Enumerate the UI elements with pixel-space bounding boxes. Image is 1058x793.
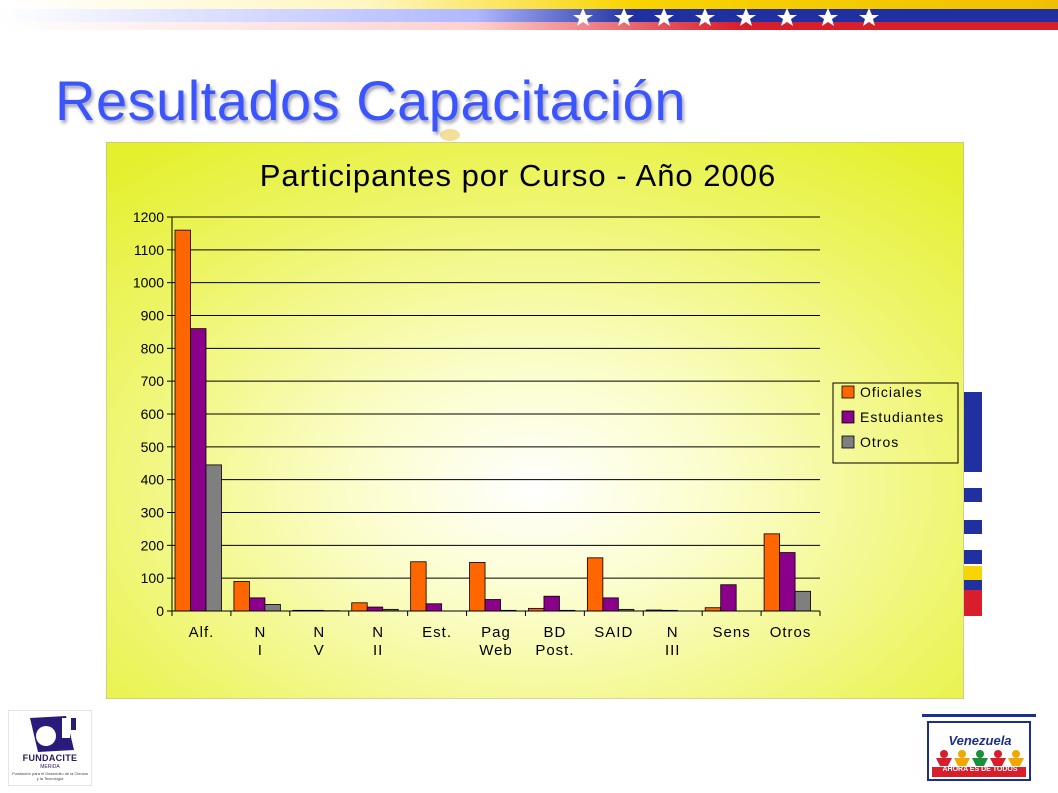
legend: Oficiales Estudiantes Otros <box>832 382 959 464</box>
x-tick-label: N III <box>665 624 681 659</box>
title-sun-deco <box>440 129 460 141</box>
side-deco-blue-2 <box>962 580 982 590</box>
x-tick-label: SAID <box>594 624 633 641</box>
x-axis-ticks: Alf. N I N V N II Est. Pag Web BD Post. SAID N III Sens… <box>171 611 821 659</box>
y-tick-label: 700 <box>141 373 165 389</box>
bar-estudiantes-7 <box>543 595 560 612</box>
flag-band-blue <box>0 9 1058 22</box>
flag-band-yellow <box>0 0 1058 9</box>
y-tick-label: 1000 <box>133 275 164 291</box>
legend-label-estudiantes: Estudiantes <box>860 409 944 425</box>
flag-band-red <box>0 22 1058 30</box>
gridlines <box>172 216 820 579</box>
x-tick-label: Pag Web <box>479 624 513 659</box>
x-tick-label: Est. <box>422 624 452 641</box>
bar-oficiales-6 <box>469 562 486 612</box>
bar-estudiantes-2 <box>249 597 266 612</box>
side-deco-blue <box>962 392 982 472</box>
bar-estudiantes-4 <box>366 606 384 612</box>
bar-otros-1 <box>205 464 222 612</box>
y-tick-label: 500 <box>141 439 165 455</box>
y-axis-ticks: 0 100 200 300 400 500 600 700 800 900 1000 1100 1200 <box>133 209 172 619</box>
x-tick-label: Alf. <box>189 624 215 641</box>
venezuela-sub: AHORA ES DE TODOS <box>942 766 1018 773</box>
bar-oficiales-11 <box>763 533 780 612</box>
bar-oficiales-2 <box>233 581 250 612</box>
bar-oficiales-4 <box>351 602 368 612</box>
y-tick-label: 1200 <box>133 209 164 225</box>
bar-estudiantes-8 <box>602 597 619 612</box>
legend-swatch-estudiantes <box>841 410 855 424</box>
fundacite-sub: MERIDA <box>40 764 60 770</box>
side-deco-red <box>962 590 982 616</box>
bar-otros-11 <box>794 590 811 612</box>
y-tick-label: 1100 <box>134 242 164 258</box>
bar-oficiales-5 <box>410 561 427 612</box>
legend-box <box>832 382 959 464</box>
y-tick-label: 900 <box>141 308 165 324</box>
side-deco-yellow <box>962 566 982 580</box>
side-deco-stripe-3 <box>962 550 982 564</box>
x-tick-label: BD Post. <box>535 624 574 659</box>
flag-stars <box>573 8 879 26</box>
x-tick-label: N II <box>372 624 384 659</box>
bar-oficiales-1 <box>174 229 191 612</box>
bar-estudiantes-5 <box>425 603 443 612</box>
bar-estudiantes-1 <box>190 328 207 612</box>
bar-estudiantes-11 <box>779 552 796 612</box>
y-tick-label: 600 <box>141 406 165 422</box>
legend-swatch-otros <box>841 435 855 449</box>
y-tick-label: 800 <box>141 340 165 356</box>
y-tick-label: 300 <box>141 505 165 521</box>
x-tick-label: Otros <box>770 624 812 641</box>
fundacite-tagline: Fundación para el Desarrollo de la Cienc… <box>12 771 88 781</box>
bar-oficiales-8 <box>586 557 604 612</box>
bar-otros-2 <box>264 604 281 612</box>
legend-label-otros: Otros <box>860 434 899 450</box>
legend-label-oficiales: Oficiales <box>860 384 923 400</box>
venezuela-name: Venezuela <box>948 733 1012 748</box>
fundacite-logo <box>8 710 92 786</box>
venezuela-logo <box>922 714 1036 784</box>
y-tick-label: 400 <box>141 472 165 488</box>
x-tick-label: Sens <box>713 624 751 641</box>
side-deco-stripe-2 <box>962 520 982 534</box>
fundacite-name: FUNDACITE <box>22 753 78 763</box>
slide-title: Resultados Capacitación <box>55 69 686 132</box>
y-tick-label: 100 <box>141 570 165 586</box>
bar-estudiantes-6 <box>484 599 501 612</box>
bar-chart: Participantes por Curso - Año 2006 0 100 2… <box>106 142 964 699</box>
chart-title: Participantes por Curso - Año 2006 <box>260 158 777 193</box>
y-tick-label: 200 <box>141 537 165 553</box>
legend-swatch-oficiales <box>841 385 855 399</box>
bar-estudiantes-10 <box>720 584 737 612</box>
side-deco-stripe-1 <box>962 488 982 502</box>
y-tick-label: 0 <box>156 603 164 619</box>
